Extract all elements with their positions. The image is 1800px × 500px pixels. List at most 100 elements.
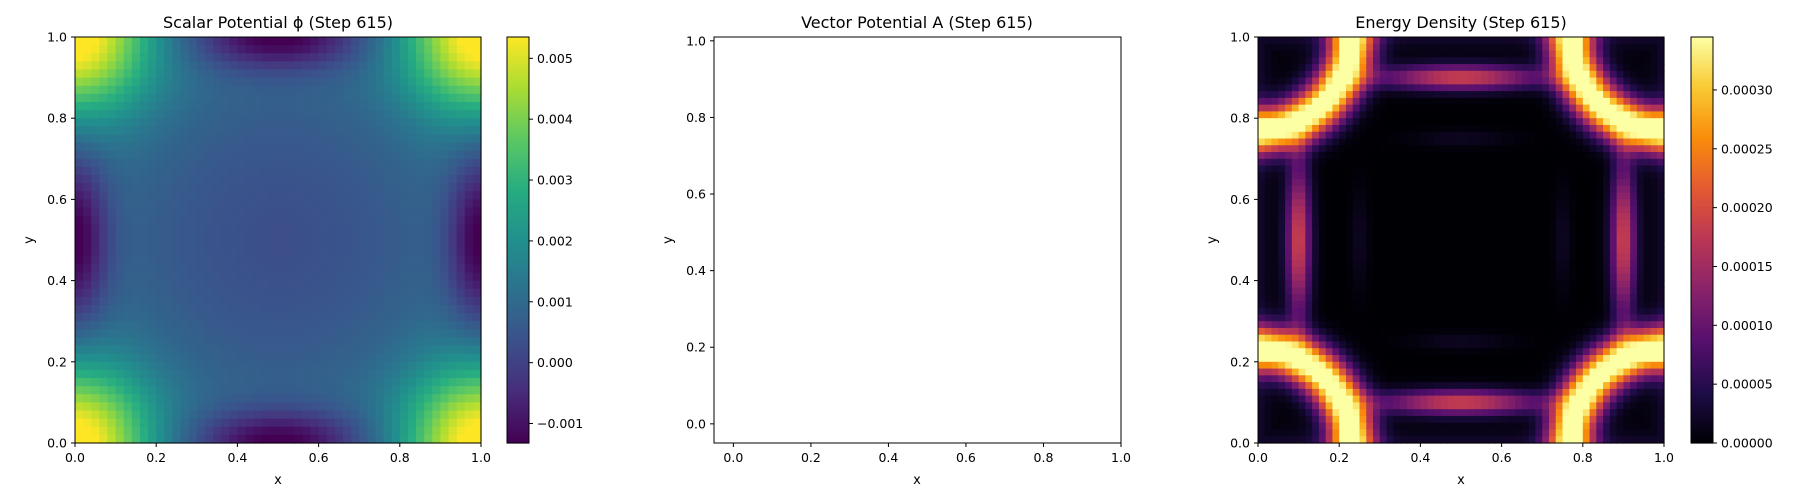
heatmap-cell xyxy=(1264,77,1273,85)
heatmap-cell xyxy=(123,361,133,371)
heatmap-cell xyxy=(221,69,230,79)
heatmap-cell xyxy=(75,215,84,225)
heatmap-cell xyxy=(1298,118,1306,126)
heatmap-cell xyxy=(1258,91,1266,99)
heatmap-cell xyxy=(424,166,433,176)
heatmap-cell xyxy=(1373,152,1381,160)
heatmap-cell xyxy=(1623,138,1631,146)
heatmap-cell xyxy=(91,183,100,192)
heatmap-cell xyxy=(1528,212,1537,221)
heatmap-cell xyxy=(1400,165,1408,173)
heatmap-cell xyxy=(294,191,303,200)
heatmap-cell xyxy=(1562,70,1570,79)
heatmap-cell xyxy=(399,369,409,379)
heatmap-cell xyxy=(1461,50,1469,58)
heatmap-cell xyxy=(1589,118,1597,126)
heatmap-cell xyxy=(1325,37,1334,45)
heatmap-cell xyxy=(221,280,230,290)
colorbar-segment xyxy=(507,280,529,285)
heatmap-cell xyxy=(1603,185,1611,194)
heatmap-cell xyxy=(1467,280,1476,288)
heatmap-cell xyxy=(123,166,133,176)
heatmap-cell xyxy=(172,150,182,160)
heatmap-cell xyxy=(342,85,352,95)
heatmap-cell xyxy=(139,353,149,363)
heatmap-cell xyxy=(1508,70,1516,79)
y-axis-label-scalar-potential: y xyxy=(22,236,37,244)
heatmap-cell xyxy=(326,418,336,428)
heatmap-cell xyxy=(1318,172,1327,180)
heatmap-cell xyxy=(123,296,133,306)
heatmap-cell xyxy=(237,191,247,200)
heatmap-cell xyxy=(1332,260,1340,268)
heatmap-cell xyxy=(1352,37,1361,45)
heatmap-cell xyxy=(1488,192,1496,200)
heatmap-cell xyxy=(1501,145,1509,153)
heatmap-cell xyxy=(1488,158,1496,167)
heatmap-cell xyxy=(269,296,279,306)
heatmap-cell xyxy=(1291,104,1300,113)
heatmap-cell xyxy=(269,207,279,217)
heatmap-cell xyxy=(278,158,287,168)
heatmap-cell xyxy=(1427,267,1435,275)
heatmap-cell xyxy=(204,37,214,46)
heatmap-cell xyxy=(1474,145,1482,153)
heatmap-cell xyxy=(342,313,352,322)
heatmap-cell xyxy=(1630,104,1638,113)
heatmap-cell xyxy=(83,231,92,241)
heatmap-cell xyxy=(180,361,190,371)
heatmap-cell xyxy=(1413,253,1421,261)
heatmap-cell xyxy=(1609,267,1618,275)
heatmap-cell xyxy=(472,353,482,363)
heatmap-cell xyxy=(1312,226,1320,234)
heatmap-cell xyxy=(472,280,482,290)
heatmap-cell xyxy=(1461,158,1469,167)
heatmap-cell xyxy=(1548,158,1557,167)
heatmap-cell xyxy=(432,361,441,371)
heatmap-cell xyxy=(464,369,474,379)
heatmap-cell xyxy=(1359,37,1367,45)
heatmap-cell xyxy=(148,118,157,127)
heatmap-cell xyxy=(1494,97,1503,106)
colorbar-segment xyxy=(507,385,529,390)
heatmap-cell xyxy=(1528,70,1537,79)
heatmap-cell xyxy=(131,142,141,152)
heatmap-cell xyxy=(269,126,279,136)
heatmap-cell xyxy=(245,85,255,95)
heatmap-cell xyxy=(1454,145,1462,153)
heatmap-cell xyxy=(1589,172,1597,180)
heatmap-cell xyxy=(472,345,482,355)
heatmap-cell xyxy=(286,248,295,257)
heatmap-cell xyxy=(196,166,206,176)
heatmap-cell xyxy=(1636,43,1645,52)
heatmap-cell xyxy=(148,61,157,71)
heatmap-cell xyxy=(253,158,263,168)
heatmap-cell xyxy=(1481,97,1489,106)
heatmap-cell xyxy=(383,93,393,103)
heatmap-cell xyxy=(123,207,133,217)
heatmap-cell xyxy=(440,361,450,371)
heatmap-cell xyxy=(107,418,117,428)
heatmap-cell xyxy=(1258,43,1266,52)
heatmap-cell xyxy=(91,85,100,95)
heatmap-cell xyxy=(139,248,149,257)
heatmap-cell xyxy=(359,378,368,387)
heatmap-cell xyxy=(424,402,433,412)
heatmap-cell xyxy=(424,248,433,257)
heatmap-cell xyxy=(131,394,141,403)
heatmap-cell xyxy=(83,394,92,403)
heatmap-cell xyxy=(1555,70,1564,79)
heatmap-cell xyxy=(351,426,360,436)
heatmap-cell xyxy=(1447,124,1455,133)
heatmap-cell xyxy=(148,394,157,403)
heatmap-cell xyxy=(1616,267,1624,275)
heatmap-cell xyxy=(399,85,409,95)
heatmap-cell xyxy=(83,166,92,176)
heatmap-cell xyxy=(1305,253,1313,261)
heatmap-cell xyxy=(1373,138,1381,146)
heatmap-cell xyxy=(269,175,279,184)
heatmap-cell xyxy=(91,142,100,152)
heatmap-cell xyxy=(1461,280,1469,288)
heatmap-cell xyxy=(253,386,263,395)
heatmap-cell xyxy=(1494,226,1503,234)
